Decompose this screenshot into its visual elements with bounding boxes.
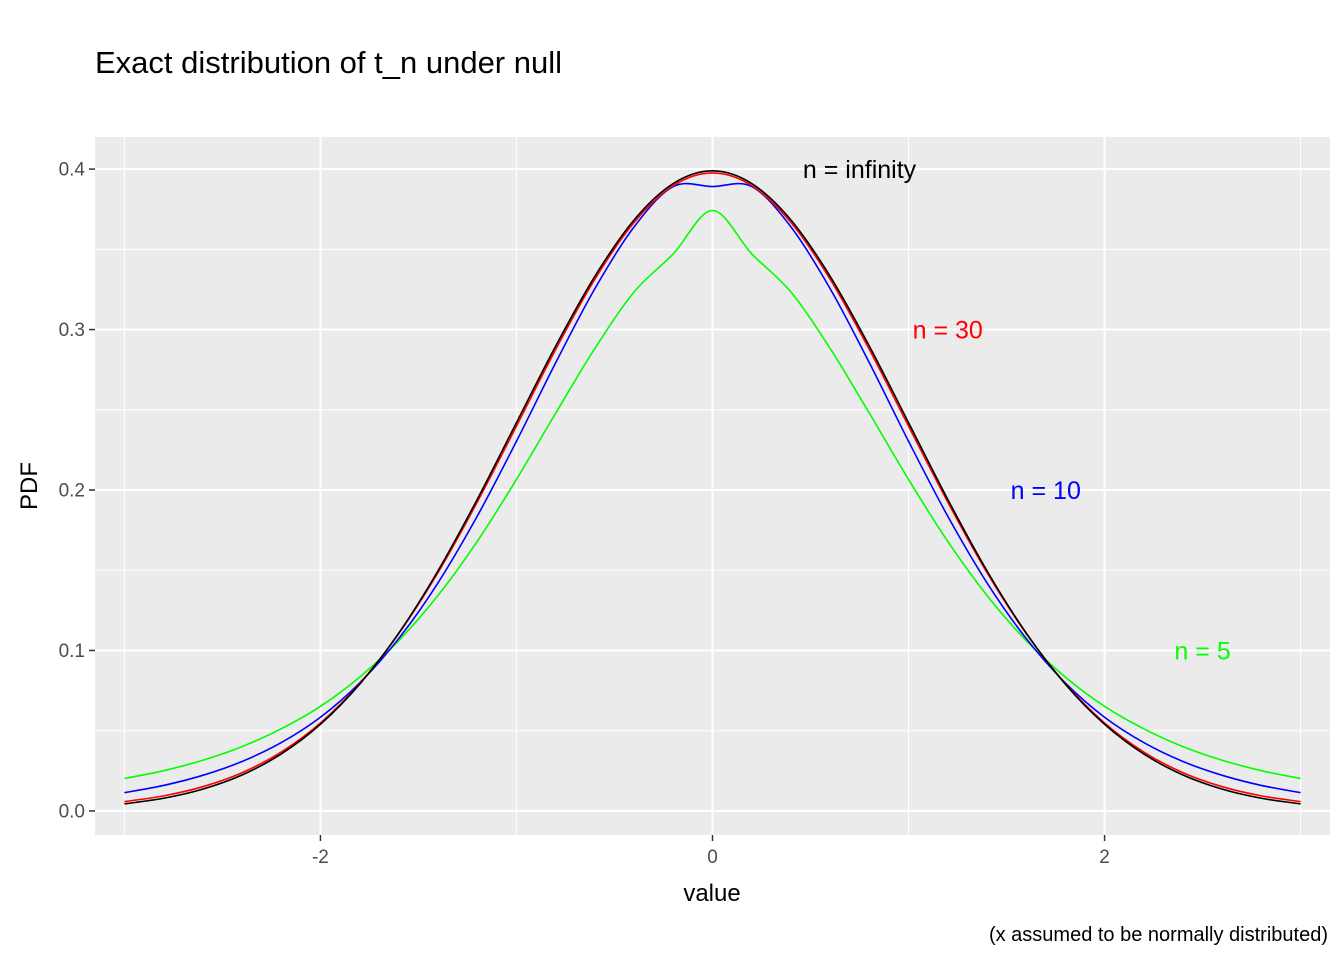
y-tick-label-2: 0.2 <box>59 481 85 502</box>
y-tick-label-1: 0.1 <box>59 641 85 662</box>
x-tick-label-1: 0 <box>707 847 718 868</box>
series-line-2 <box>124 182 1301 794</box>
series-annotation-3: n = 5 <box>1174 637 1230 665</box>
x-axis-title: value <box>683 880 740 907</box>
grid-major <box>95 137 1330 835</box>
x-tick-label-0: -2 <box>312 847 329 868</box>
series-annotation-0: n = infinity <box>803 156 917 184</box>
x-tick-label-2: 2 <box>1099 847 1110 868</box>
y-tick-label-4: 0.4 <box>59 160 86 181</box>
series-layer <box>124 170 1301 805</box>
x-axis: -2 0 2 <box>312 835 1110 868</box>
y-tick-label-0: 0.0 <box>59 801 85 822</box>
y-tick-label-3: 0.3 <box>59 320 85 341</box>
chart-title: Exact distribution of t_n under null <box>95 45 562 80</box>
series-annotation-1: n = 30 <box>913 317 983 345</box>
y-axis: 0.0 0.1 0.2 0.3 0.4 <box>59 160 95 822</box>
series-line-0 <box>124 170 1301 805</box>
y-axis-title: PDF <box>16 462 43 510</box>
series-annotation-2: n = 10 <box>1011 477 1081 505</box>
series-line-1 <box>124 172 1301 803</box>
annotation-layer: n = infinity n = 30 n = 10 n = 5 <box>803 156 1231 665</box>
chart-caption: (x assumed to be normally distributed) <box>989 924 1328 946</box>
series-line-3 <box>124 209 1301 780</box>
